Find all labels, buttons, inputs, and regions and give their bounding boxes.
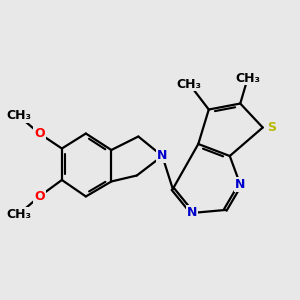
Text: CH₃: CH₃: [235, 71, 260, 85]
Text: CH₃: CH₃: [177, 77, 202, 91]
Text: O: O: [34, 127, 45, 140]
Text: O: O: [34, 190, 45, 203]
Text: CH₃: CH₃: [6, 109, 31, 122]
Text: S: S: [267, 121, 276, 134]
Text: CH₃: CH₃: [6, 208, 31, 221]
Text: N: N: [235, 178, 245, 191]
Text: N: N: [187, 206, 197, 220]
Text: N: N: [157, 149, 167, 163]
